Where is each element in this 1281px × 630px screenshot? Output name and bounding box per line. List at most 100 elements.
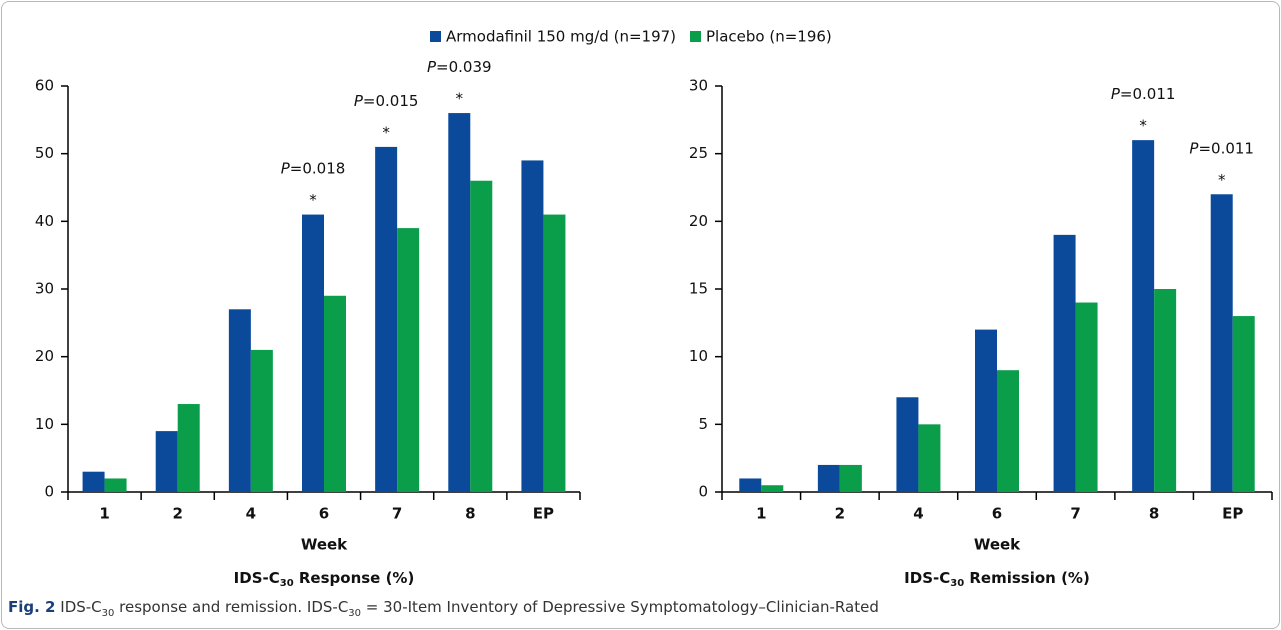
y-tick-label: 50 xyxy=(35,144,54,162)
legend-swatch xyxy=(690,31,702,42)
x-tick-label: 4 xyxy=(913,505,923,523)
subtitle-text: Remission (%) xyxy=(964,569,1090,587)
bar xyxy=(739,478,762,492)
bar xyxy=(470,180,493,492)
bar xyxy=(997,370,1019,492)
p-value-label: P=0.039 xyxy=(427,58,492,76)
bar xyxy=(521,160,544,492)
significance-marker: * xyxy=(382,123,390,141)
bar xyxy=(82,471,105,492)
x-tick-label: 4 xyxy=(246,505,256,523)
x-tick-label: 1 xyxy=(756,505,766,523)
x-tick-label: EP xyxy=(1222,505,1243,523)
caption: Fig. 2 IDS-C30 response and remission. I… xyxy=(8,598,879,619)
y-tick-label: 25 xyxy=(689,144,708,162)
x-tick-label: EP xyxy=(533,505,554,523)
y-tick-label: 0 xyxy=(44,483,54,501)
bar xyxy=(324,295,346,492)
y-tick-label: 60 xyxy=(35,77,54,95)
x-tick-label: 8 xyxy=(465,505,475,523)
y-tick-label: 20 xyxy=(35,347,54,365)
p-symbol: P xyxy=(1189,139,1199,157)
legend-label: Armodafinil 150 mg/d (n=197) xyxy=(446,28,676,46)
p-symbol: P xyxy=(281,159,291,177)
subtitle-subscript: 30 xyxy=(280,578,294,589)
subtitle-text: IDS-C xyxy=(234,569,280,587)
legend-swatch xyxy=(430,31,441,42)
y-tick-label: 10 xyxy=(35,415,54,433)
x-tick-label: 2 xyxy=(172,505,182,523)
bar xyxy=(761,485,784,492)
bar xyxy=(1210,194,1233,492)
x-axis-title: Week xyxy=(974,536,1021,554)
bar xyxy=(228,309,251,492)
bar xyxy=(397,228,420,492)
bar xyxy=(543,214,566,493)
y-tick-label: 20 xyxy=(689,212,708,230)
bar xyxy=(896,397,919,492)
bar xyxy=(302,214,324,493)
bar xyxy=(918,424,941,492)
bar xyxy=(375,146,398,492)
bar xyxy=(1154,289,1177,492)
caption-text: response and remission. IDS-C xyxy=(114,598,349,616)
chart: Armodafinil 150 mg/d (n=197) Placebo (n=1… xyxy=(35,28,1273,590)
bar xyxy=(817,464,840,492)
chart-subtitle: IDS-C30 Remission (%) xyxy=(904,569,1090,590)
y-tick-label: 5 xyxy=(698,415,708,433)
significance-marker: * xyxy=(1139,117,1147,135)
p-value: =0.015 xyxy=(363,91,419,109)
p-value-label: P=0.018 xyxy=(281,159,346,177)
p-value: =0.011 xyxy=(1198,139,1254,157)
p-value: =0.018 xyxy=(290,159,346,177)
x-axis-title: Week xyxy=(301,536,348,554)
bar xyxy=(1232,316,1255,492)
subtitle-text: IDS-C xyxy=(904,569,950,587)
bar xyxy=(177,404,200,492)
x-tick-label: 7 xyxy=(1070,505,1080,523)
p-symbol: P xyxy=(427,58,437,76)
caption-text: = 30-Item Inventory of Depressive Sympto… xyxy=(361,598,879,616)
p-value-label: P=0.011 xyxy=(1189,139,1254,157)
p-value-label: P=0.015 xyxy=(354,91,419,109)
bar xyxy=(448,113,471,493)
x-tick-label: 6 xyxy=(319,505,329,523)
bar xyxy=(250,349,273,492)
bar xyxy=(1075,302,1098,492)
subtitle-text: Response (%) xyxy=(294,569,415,587)
y-tick-label: 40 xyxy=(35,212,54,230)
bar xyxy=(104,478,127,492)
p-value: =0.039 xyxy=(436,58,492,76)
x-tick-label: 6 xyxy=(992,505,1002,523)
x-tick-label: 7 xyxy=(392,505,402,523)
bar xyxy=(1053,234,1076,492)
significance-marker: * xyxy=(309,191,317,209)
y-tick-label: 0 xyxy=(698,483,708,501)
significance-marker: * xyxy=(1218,171,1226,189)
bar xyxy=(975,329,997,492)
legend-label: Placebo (n=196) xyxy=(706,28,832,46)
p-symbol: P xyxy=(354,91,364,109)
y-tick-label: 10 xyxy=(689,347,708,365)
y-tick-label: 30 xyxy=(689,77,708,95)
y-tick-label: 30 xyxy=(35,280,54,298)
bar xyxy=(1132,140,1155,492)
p-value-label: P=0.011 xyxy=(1111,85,1176,103)
chart-subtitle: IDS-C30 Response (%) xyxy=(234,569,415,590)
caption-label: Fig. 2 xyxy=(8,598,56,616)
significance-marker: * xyxy=(456,90,464,108)
caption-text: IDS-C xyxy=(60,598,102,616)
caption-subscript: 30 xyxy=(348,608,362,619)
bar xyxy=(155,431,178,492)
y-tick-label: 15 xyxy=(689,280,708,298)
p-value: =0.011 xyxy=(1120,85,1176,103)
x-tick-label: 1 xyxy=(99,505,109,523)
caption-subscript: 30 xyxy=(101,608,115,619)
x-tick-label: 8 xyxy=(1149,505,1159,523)
x-tick-label: 2 xyxy=(835,505,845,523)
subtitle-subscript: 30 xyxy=(950,578,964,589)
p-symbol: P xyxy=(1111,85,1121,103)
bar xyxy=(839,464,862,492)
